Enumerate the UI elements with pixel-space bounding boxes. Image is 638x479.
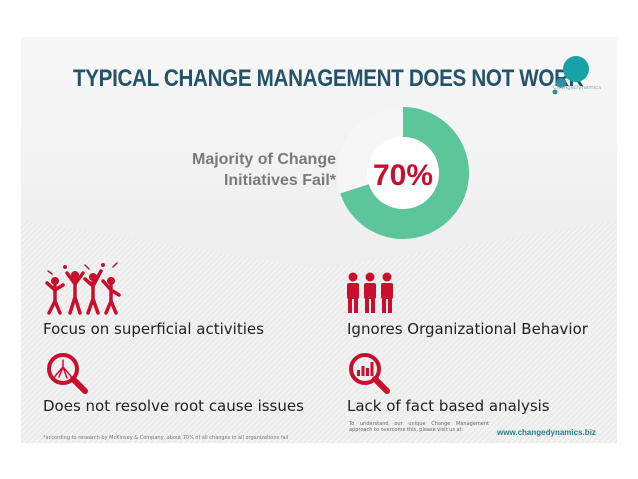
item-label-behavior: Ignores Organizational Behavior xyxy=(347,320,588,338)
logo-text: ChangeDynamics xyxy=(553,85,602,91)
donut-slice-1 xyxy=(337,107,404,194)
crowd-icon xyxy=(45,262,121,315)
donut-slice-0 xyxy=(340,107,469,239)
header-panel xyxy=(21,37,617,269)
stat-label-line2: Initiatives Fail* xyxy=(223,172,336,189)
people-group-icon xyxy=(347,272,393,313)
stat-label: Majority of Change Initiatives Fail* xyxy=(146,149,336,191)
infographic-slide: TYPICAL CHANGE MANAGEMENT DOES NOT WORK … xyxy=(21,37,617,443)
item-label-superficial: Focus on superficial activities xyxy=(43,320,264,338)
donut-chart: 70% xyxy=(337,107,469,239)
website-link[interactable]: www.changedynamics.biz xyxy=(497,428,596,437)
magnifier-roots-icon xyxy=(47,353,88,394)
donut-center-label: 70% xyxy=(373,159,433,192)
logo-icon xyxy=(552,56,589,95)
donut-hole xyxy=(367,137,439,209)
item-label-fact-analysis: Lack of fact based analysis xyxy=(347,397,550,415)
page-title: TYPICAL CHANGE MANAGEMENT DOES NOT WORK xyxy=(73,65,584,92)
cta-text: To understand our unique Change Manageme… xyxy=(349,421,489,433)
item-label-root-cause: Does not resolve root cause issues xyxy=(43,397,304,415)
footnote: *according to research by McKinsey & Com… xyxy=(43,435,289,441)
magnifier-chart-icon xyxy=(349,353,390,394)
stat-label-line1: Majority of Change xyxy=(191,151,336,168)
